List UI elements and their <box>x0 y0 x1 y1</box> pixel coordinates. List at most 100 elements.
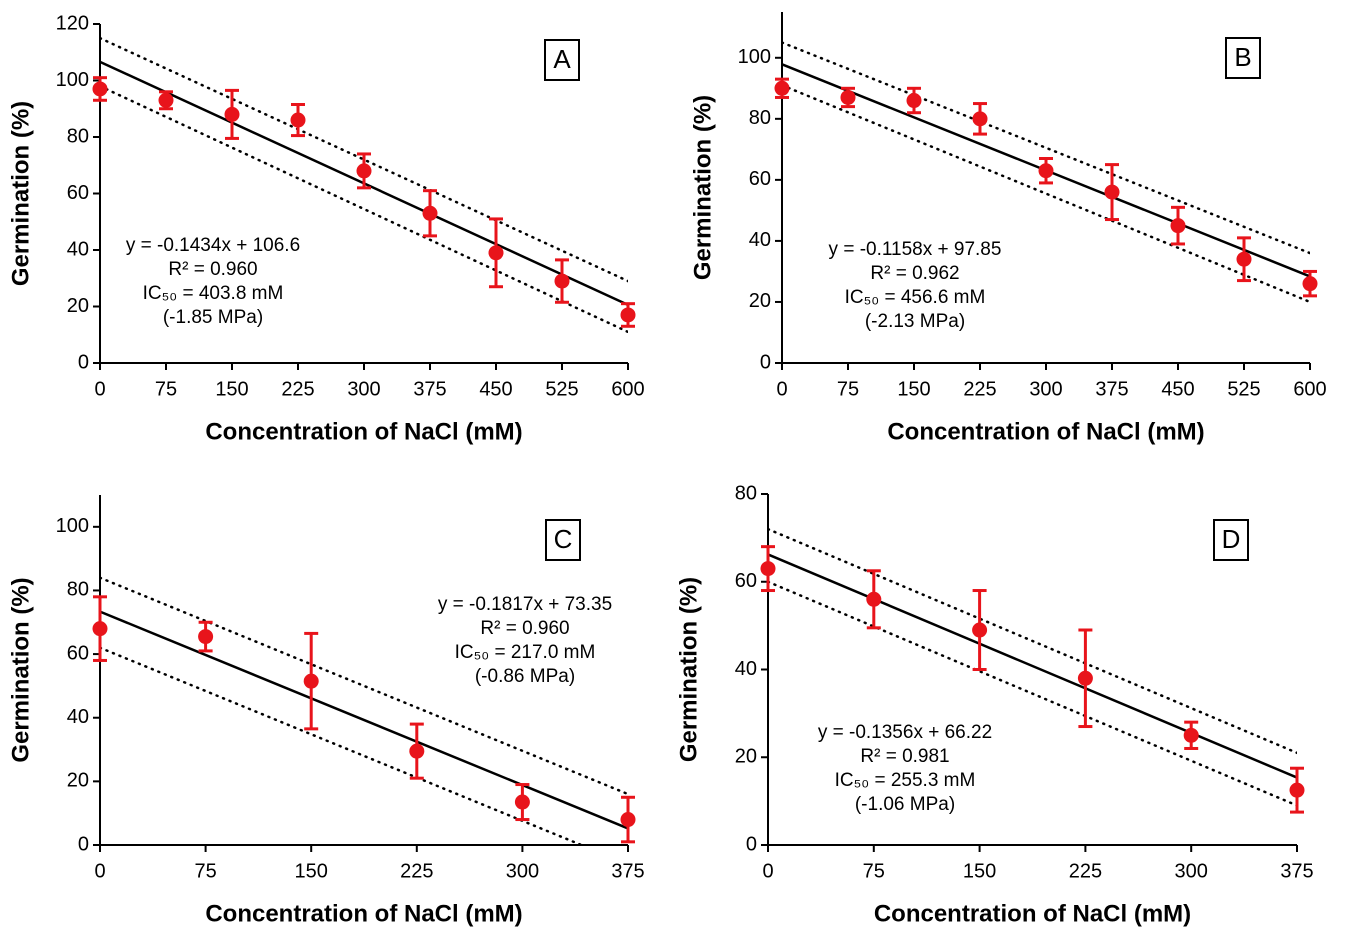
panel: 0 20 40 60 80 100 120 0 75 150 225 300 375 450 525 600 C… <box>7 12 644 445</box>
y-axis-label: Germination (%) <box>7 577 34 762</box>
data-point <box>422 205 438 221</box>
y-tick-label: 20 <box>67 770 89 792</box>
x-tick-label: 150 <box>897 378 930 400</box>
x-tick-label: 225 <box>400 860 433 882</box>
panel-label-box <box>544 39 580 81</box>
x-tick-label: 525 <box>545 378 578 400</box>
x-axis-label: Concentration of NaCl (mM) <box>887 418 1204 445</box>
equation-text: R² = 0.962 <box>870 263 959 284</box>
equation-text: IC₅₀ = 403.8 mM <box>143 283 284 304</box>
x-tick-label: 75 <box>863 860 885 882</box>
y-tick-label: 0 <box>760 351 771 373</box>
data-point <box>1104 184 1120 200</box>
confidence-band <box>100 84 628 334</box>
confidence-band <box>100 646 585 845</box>
equation-text: R² = 0.960 <box>480 618 569 639</box>
panel-label: A <box>553 44 571 74</box>
y-tick-label: 80 <box>749 107 771 129</box>
y-tick-label: 20 <box>749 290 771 312</box>
data-point <box>1077 670 1093 686</box>
data-point <box>303 673 319 689</box>
equation-text: y = -0.1158x + 97.85 <box>829 239 1002 260</box>
y-tick-label: 0 <box>78 833 89 855</box>
panel: 0 20 40 60 80 100 0 75 150 225 300 375 Concentration… <box>7 495 645 927</box>
y-tick-label: 40 <box>749 229 771 251</box>
y-tick-label: 60 <box>749 168 771 190</box>
panel-label-box <box>545 519 581 561</box>
y-axis-label: Germination (%) <box>689 95 716 280</box>
y-tick-label: 20 <box>67 295 89 317</box>
x-axis-label: Concentration of NaCl (mM) <box>874 900 1191 927</box>
data-point <box>972 111 988 127</box>
confidence-band <box>768 527 1297 755</box>
y-tick-label: 40 <box>67 238 89 260</box>
x-tick-label: 150 <box>295 860 328 882</box>
x-tick-label: 150 <box>215 378 248 400</box>
data-point <box>409 743 425 759</box>
panel-label: C <box>554 524 573 554</box>
x-tick-label: 0 <box>94 860 105 882</box>
x-tick-label: 300 <box>347 378 380 400</box>
x-tick-label: 600 <box>1293 378 1326 400</box>
y-tick-label: 60 <box>67 642 89 664</box>
x-tick-label: 225 <box>963 378 996 400</box>
equation-text: y = -0.1817x + 73.35 <box>438 594 612 615</box>
y-tick-label: 0 <box>746 833 757 855</box>
x-tick-label: 0 <box>94 378 105 400</box>
data-point <box>198 629 214 645</box>
x-tick-label: 375 <box>611 860 644 882</box>
y-tick-label: 80 <box>67 125 89 147</box>
x-tick-label: 600 <box>611 378 644 400</box>
panel-label: D <box>1222 524 1241 554</box>
x-tick-label: 225 <box>1069 860 1102 882</box>
x-tick-label: 450 <box>479 378 512 400</box>
fit-line <box>767 553 1298 779</box>
x-tick-label: 375 <box>1280 860 1313 882</box>
x-tick-label: 150 <box>963 860 996 882</box>
data-point <box>1170 218 1186 234</box>
equation-text: IC₅₀ = 217.0 mM <box>455 642 596 663</box>
fit-line <box>99 610 629 830</box>
panel-label: B <box>1234 42 1251 72</box>
equation-text: (-1.06 MPa) <box>855 794 955 815</box>
y-tick-label: 60 <box>735 570 757 592</box>
data-point <box>1289 782 1305 798</box>
x-axis-label: Concentration of NaCl (mM) <box>205 418 522 445</box>
data-point <box>488 245 504 261</box>
y-tick-label: 80 <box>735 482 757 504</box>
y-tick-label: 120 <box>56 12 89 34</box>
y-tick-label: 100 <box>56 515 89 537</box>
panel-label-box <box>1225 37 1261 79</box>
y-tick-label: 20 <box>735 746 757 768</box>
equation-text: y = -0.1434x + 106.6 <box>126 235 300 256</box>
data-point <box>866 591 882 607</box>
confidence-band <box>100 36 628 283</box>
data-point <box>906 93 922 109</box>
data-point <box>1236 251 1252 267</box>
x-tick-label: 450 <box>1161 378 1194 400</box>
equation-text: R² = 0.981 <box>860 746 949 767</box>
y-tick-label: 100 <box>56 69 89 91</box>
x-tick-label: 225 <box>281 378 314 400</box>
equation-text: R² = 0.960 <box>168 259 257 280</box>
x-tick-label: 300 <box>1175 860 1208 882</box>
data-point <box>1183 727 1199 743</box>
x-tick-label: 300 <box>506 860 539 882</box>
data-point <box>290 112 306 128</box>
panel: 0 20 40 60 80 0 75 150 225 300 375 Concentration of… <box>675 482 1313 927</box>
data-point <box>840 89 856 105</box>
x-tick-label: 75 <box>155 378 177 400</box>
y-tick-label: 40 <box>67 706 89 728</box>
panel: 0 20 40 60 80 100 0 75 150 225 300 375 450 525 600 Conc… <box>689 12 1327 445</box>
data-point <box>1302 276 1318 292</box>
equation-text: IC₅₀ = 255.3 mM <box>835 770 976 791</box>
x-tick-label: 75 <box>194 860 216 882</box>
y-axis-label: Germination (%) <box>7 101 34 286</box>
data-point <box>620 812 636 828</box>
data-point <box>356 163 372 179</box>
data-point <box>92 81 108 97</box>
equation-text: IC₅₀ = 456.6 mM <box>845 287 986 308</box>
data-point <box>514 794 530 810</box>
confidence-band <box>768 580 1297 807</box>
